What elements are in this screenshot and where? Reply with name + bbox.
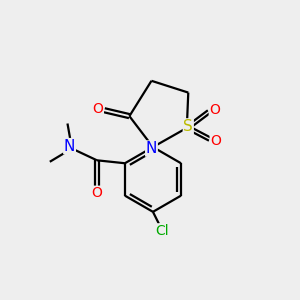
Text: Cl: Cl bbox=[156, 224, 169, 238]
Text: O: O bbox=[92, 102, 103, 116]
Text: O: O bbox=[91, 186, 102, 200]
Text: S: S bbox=[183, 119, 193, 134]
Text: N: N bbox=[146, 141, 157, 156]
Text: N: N bbox=[64, 139, 75, 154]
Text: O: O bbox=[209, 103, 220, 117]
Text: O: O bbox=[210, 134, 221, 148]
